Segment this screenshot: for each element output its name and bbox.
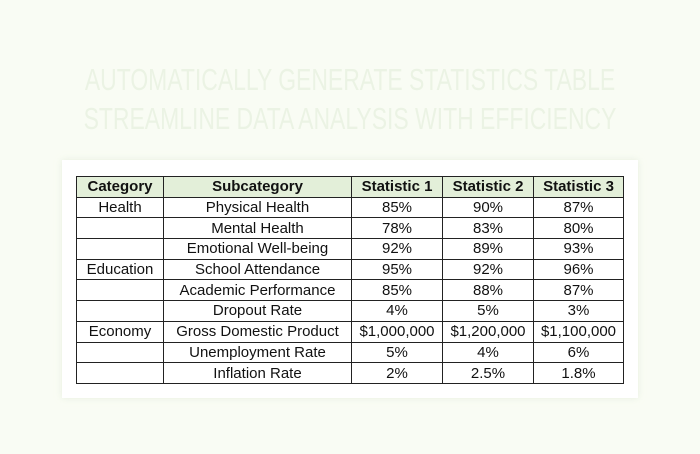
table-cell: $1,200,000 [442, 320, 534, 343]
table-cell: 87% [533, 279, 624, 302]
table-cell: 2% [351, 362, 443, 384]
table-cell: 78% [351, 217, 443, 240]
table-cell: Health [76, 196, 164, 219]
table-cell: 4% [351, 300, 443, 322]
table-cell: 92% [442, 258, 534, 281]
table-cell: Economy [76, 320, 164, 343]
table-cell: Gross Domestic Product [163, 320, 352, 343]
table-cell: 4% [442, 341, 534, 364]
table-cell: Physical Health [163, 196, 352, 219]
title-line-1: AUTOMATICALLY GENERATE STATISTICS TABLE [84, 62, 616, 97]
title-line-2: STREAMLINE DATA ANALYSIS WITH EFFICIENCY [83, 101, 617, 136]
table-cell: 85% [351, 196, 443, 219]
table-cell: 5% [442, 300, 534, 322]
table-row: Academic Performance 85% 88% 87% [76, 279, 624, 302]
table-cell [76, 279, 164, 302]
column-header: Subcategory [163, 176, 352, 198]
table-cell: 85% [351, 279, 443, 302]
table-cell [76, 300, 164, 322]
table-cell: $1,000,000 [351, 320, 443, 343]
table-cell: 93% [533, 238, 624, 260]
table-row: Health Physical Health 85% 90% 87% [76, 196, 624, 219]
table-cell: 88% [442, 279, 534, 302]
table-cell: 95% [351, 258, 443, 281]
table-row: Inflation Rate 2% 2.5% 1.8% [76, 362, 624, 384]
table-cell: 83% [442, 217, 534, 240]
table-row: Emotional Well-being 92% 89% 93% [76, 238, 624, 260]
table-cell: Unemployment Rate [163, 341, 352, 364]
table-cell: Emotional Well-being [163, 238, 352, 260]
table-cell: 92% [351, 238, 443, 260]
header-row: Category Subcategory Statistic 1 Statistic … [76, 176, 624, 198]
table-cell: Dropout Rate [163, 300, 352, 322]
table-row: Dropout Rate 4% 5% 3% [76, 300, 624, 322]
table-cell: 2.5% [442, 362, 534, 384]
table-cell: 5% [351, 341, 443, 364]
table-row: Economy Gross Domestic Product $1,000,000 $… [76, 320, 624, 343]
table-cell: 3% [533, 300, 624, 322]
table-cell: Academic Performance [163, 279, 352, 302]
table-cell: 90% [442, 196, 534, 219]
column-header: Statistic 1 [351, 176, 443, 198]
table-row: Unemployment Rate 5% 4% 6% [76, 341, 624, 364]
statistics-table: Category Subcategory Statistic 1 Statistic … [76, 176, 624, 384]
table-cell: 80% [533, 217, 624, 240]
table-cell: 1.8% [533, 362, 624, 384]
table-cell [76, 217, 164, 240]
table-row: Mental Health 78% 83% 80% [76, 217, 624, 240]
table-cell [76, 341, 164, 364]
table-cell [76, 362, 164, 384]
table-cell: School Attendance [163, 258, 352, 281]
table-cell: 87% [533, 196, 624, 219]
column-header: Category [76, 176, 164, 198]
column-header: Statistic 3 [533, 176, 624, 198]
table-cell: Mental Health [163, 217, 352, 240]
table-cell: 96% [533, 258, 624, 281]
table-cell: $1,100,000 [533, 320, 624, 343]
table-cell: Inflation Rate [163, 362, 352, 384]
column-header: Statistic 2 [442, 176, 534, 198]
table-cell [76, 238, 164, 260]
table-row: Education School Attendance 95% 92% 96% [76, 258, 624, 281]
table-cell: 89% [442, 238, 534, 260]
table-cell: Education [76, 258, 164, 281]
table-cell: 6% [533, 341, 624, 364]
